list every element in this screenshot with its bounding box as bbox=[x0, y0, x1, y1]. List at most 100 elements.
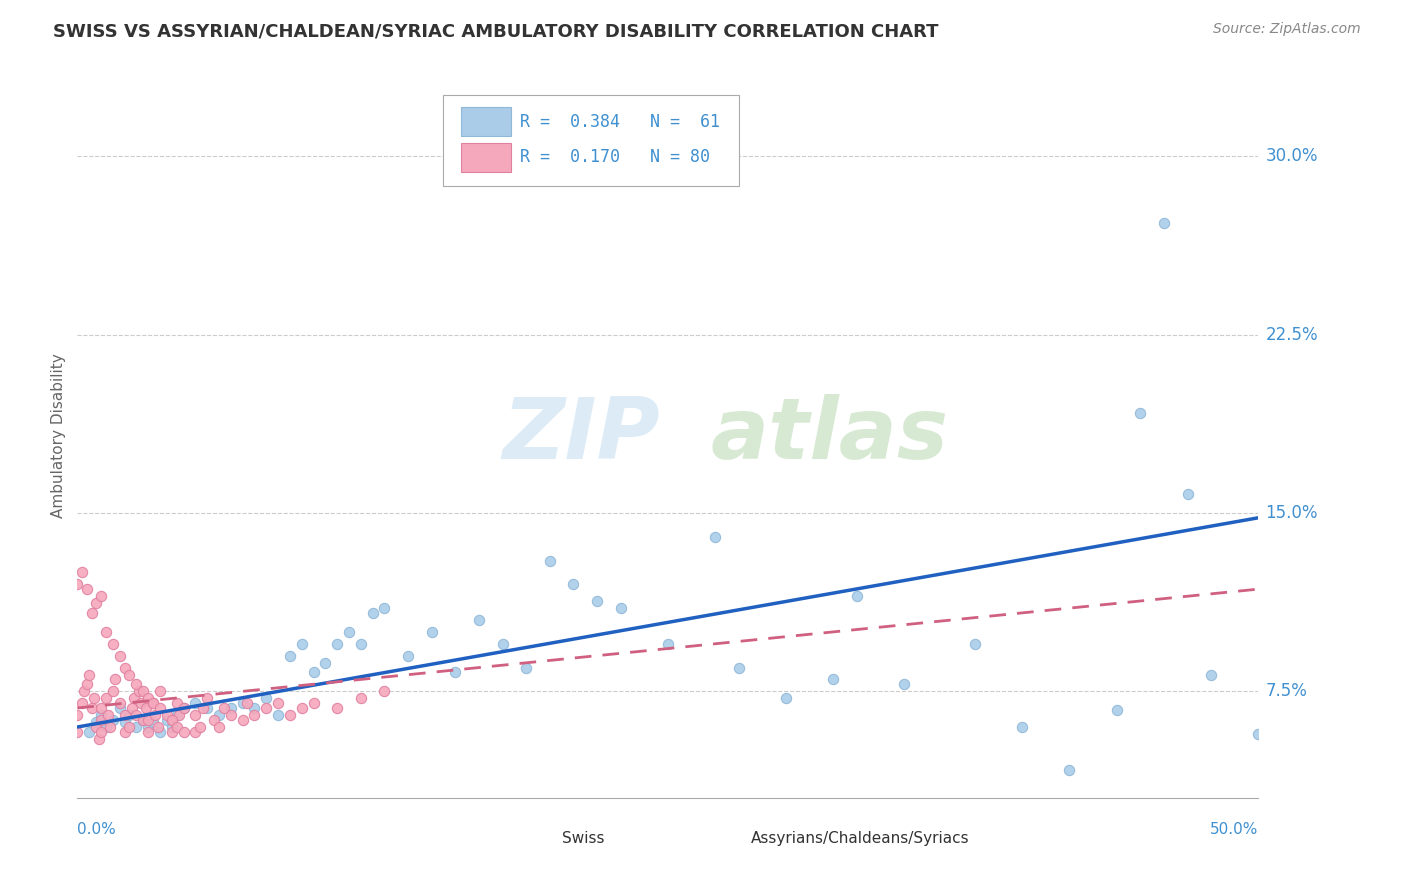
Point bbox=[142, 696, 165, 710]
Point bbox=[118, 667, 141, 681]
Point bbox=[236, 696, 259, 710]
Text: SWISS VS ASSYRIAN/CHALDEAN/SYRIAC AMBULATORY DISABILITY CORRELATION CHART: SWISS VS ASSYRIAN/CHALDEAN/SYRIAC AMBULA… bbox=[53, 22, 939, 40]
Text: 22.5%: 22.5% bbox=[1265, 326, 1317, 343]
Point bbox=[302, 665, 325, 680]
Point bbox=[76, 582, 98, 596]
Point bbox=[468, 613, 491, 627]
Point bbox=[132, 713, 155, 727]
Point bbox=[149, 724, 172, 739]
Point bbox=[136, 724, 159, 739]
FancyBboxPatch shape bbox=[517, 826, 555, 851]
Point bbox=[1105, 703, 1128, 717]
Point bbox=[1177, 487, 1199, 501]
Point bbox=[114, 715, 136, 730]
Point bbox=[167, 708, 190, 723]
Point bbox=[491, 637, 513, 651]
Point bbox=[219, 701, 242, 715]
Point bbox=[132, 684, 155, 698]
Point bbox=[166, 696, 188, 710]
Text: 7.5%: 7.5% bbox=[1265, 682, 1308, 700]
Point bbox=[114, 724, 136, 739]
Point bbox=[136, 720, 159, 734]
Point bbox=[538, 553, 561, 567]
Point bbox=[337, 624, 360, 639]
Point bbox=[146, 720, 169, 734]
Text: R =  0.170   N = 80: R = 0.170 N = 80 bbox=[520, 147, 710, 166]
Point bbox=[121, 701, 143, 715]
Text: 0.0%: 0.0% bbox=[77, 822, 117, 837]
Point bbox=[219, 708, 242, 723]
Point bbox=[156, 713, 179, 727]
Point bbox=[775, 691, 797, 706]
Point bbox=[160, 713, 183, 727]
Point bbox=[232, 713, 254, 727]
Point bbox=[291, 701, 314, 715]
Point bbox=[97, 708, 120, 723]
Point bbox=[166, 720, 188, 734]
FancyBboxPatch shape bbox=[707, 826, 745, 851]
Point bbox=[149, 701, 172, 715]
Point bbox=[350, 637, 373, 651]
Point bbox=[314, 656, 336, 670]
Point bbox=[125, 677, 148, 691]
Point bbox=[1199, 667, 1222, 681]
Point bbox=[420, 624, 443, 639]
Point bbox=[184, 696, 207, 710]
Point bbox=[90, 713, 112, 727]
Point bbox=[515, 660, 537, 674]
FancyBboxPatch shape bbox=[461, 107, 510, 136]
Point bbox=[80, 701, 103, 715]
Point bbox=[586, 594, 609, 608]
Point bbox=[114, 708, 136, 723]
Point bbox=[70, 696, 93, 710]
Point bbox=[125, 708, 148, 723]
Point bbox=[254, 691, 277, 706]
Point bbox=[202, 713, 225, 727]
Point bbox=[267, 708, 290, 723]
Point bbox=[212, 701, 235, 715]
Point bbox=[84, 715, 107, 730]
Point bbox=[195, 701, 218, 715]
Point bbox=[90, 701, 112, 715]
Text: Swiss: Swiss bbox=[561, 830, 605, 846]
Y-axis label: Ambulatory Disability: Ambulatory Disability bbox=[51, 353, 66, 518]
Point bbox=[291, 637, 314, 651]
Text: Assyrians/Chaldeans/Syriacs: Assyrians/Chaldeans/Syriacs bbox=[751, 830, 969, 846]
Point bbox=[80, 606, 103, 620]
Point bbox=[77, 667, 100, 681]
Point bbox=[267, 696, 290, 710]
Point bbox=[823, 673, 845, 687]
Point bbox=[195, 691, 218, 706]
Point bbox=[188, 720, 211, 734]
Point bbox=[1129, 406, 1152, 420]
Point bbox=[143, 708, 166, 723]
Point bbox=[326, 637, 349, 651]
Point bbox=[122, 691, 145, 706]
Point bbox=[135, 701, 157, 715]
Point bbox=[160, 724, 183, 739]
Point bbox=[132, 713, 155, 727]
Point bbox=[66, 577, 89, 591]
Point bbox=[90, 589, 112, 603]
Point bbox=[101, 637, 124, 651]
Point bbox=[184, 708, 207, 723]
Point bbox=[125, 720, 148, 734]
Point bbox=[1153, 216, 1175, 230]
Point bbox=[156, 708, 179, 723]
Point bbox=[94, 691, 117, 706]
Point bbox=[302, 696, 325, 710]
Point bbox=[142, 715, 165, 730]
Point bbox=[232, 696, 254, 710]
Point bbox=[66, 724, 89, 739]
Point bbox=[243, 708, 266, 723]
Point bbox=[84, 596, 107, 610]
Point bbox=[101, 684, 124, 698]
Point bbox=[396, 648, 419, 663]
Point bbox=[278, 648, 301, 663]
Point bbox=[208, 708, 231, 723]
Point bbox=[136, 691, 159, 706]
Point bbox=[66, 708, 89, 723]
Point bbox=[101, 713, 124, 727]
Point bbox=[326, 701, 349, 715]
Point bbox=[108, 648, 131, 663]
